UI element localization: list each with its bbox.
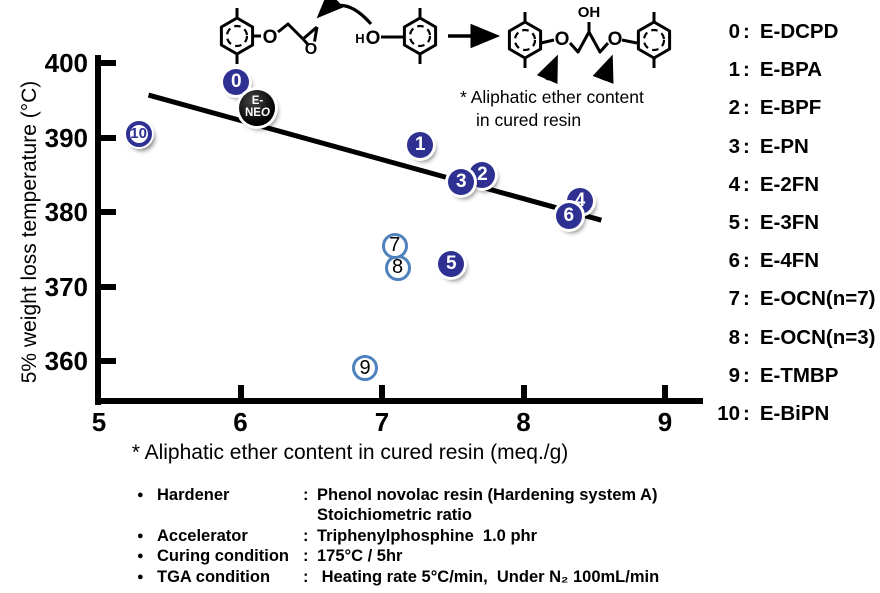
legend-item-1: 1: E-BPA (728, 58, 823, 82)
ether-o-label: O (263, 27, 278, 48)
phenol-o-label: O (366, 28, 381, 49)
data-point-5: 5 (438, 251, 465, 278)
y-tick-label-360: 360 (44, 346, 88, 376)
y-tick-label-370: 370 (44, 271, 88, 302)
x-tick-label-6: 6 (233, 407, 248, 437)
bullet-icon: ● (137, 529, 144, 542)
product-right-benzene-ring-icon (636, 12, 672, 68)
bullet-icon: ● (137, 550, 144, 563)
x-tick-6 (237, 385, 244, 398)
legend-item-2: 2: E-BPF (728, 96, 822, 120)
legend-item-9: 9: E-TMBP (728, 363, 839, 387)
condition-value-tga: Heating rate 5°C/min, Under N₂ 100mL/min (317, 567, 660, 586)
aliphatic-ether-annotation: * Aliphatic ether content in cured resin (460, 86, 644, 132)
phenol-h-label: H (355, 31, 364, 46)
data-point-label: NEO (245, 106, 270, 119)
condition-label-hardener: Hardener (157, 486, 230, 504)
epoxide-o-label: O (305, 41, 317, 58)
condition-value-stoichiometric: Stoichiometric ratio (317, 506, 472, 525)
condition-label-curing: Curing condition (157, 547, 289, 566)
annotation-line-2: in cured resin (476, 110, 582, 130)
legend-item-4: 4: E-2FN (728, 172, 820, 196)
product-left-benzene-ring-icon (507, 12, 543, 68)
y-tick-380 (101, 209, 116, 215)
legend-item-0: 0: E-DCPD (728, 20, 839, 44)
ether-pointer-arrow-2 (592, 54, 614, 84)
x-tick-label-8: 8 (516, 407, 531, 437)
y-tick-360 (101, 358, 116, 364)
x-tick-9 (662, 385, 668, 398)
product-glycerol-chain (568, 22, 610, 54)
glycidyl-epoxide-structure (277, 22, 319, 46)
legend-item-7: 7: E-OCN(n=7) (728, 287, 876, 311)
y-tick-400 (101, 60, 116, 66)
trend-line (147, 92, 602, 223)
reaction-scheme: O O H O OH O O (219, 0, 672, 85)
x-axis-line (95, 398, 703, 404)
conditions-list: ● Hardener : Phenol novolac resin (Harde… (137, 486, 660, 586)
data-point-7: 7 (381, 232, 408, 259)
data-point-3: 3 (448, 169, 475, 196)
bullet-icon: ● (137, 570, 144, 583)
y-tick-390 (101, 134, 116, 141)
data-point-10: 10 (125, 120, 152, 147)
condition-label-accelerator: Accelerator (157, 526, 248, 545)
product-oh-label: OH (578, 4, 601, 21)
data-point-8: 8 (384, 254, 411, 281)
data-point-label: E- (251, 95, 264, 108)
y-tick-label-400: 400 (44, 48, 88, 78)
legend-item-3: 3: E-PN (728, 134, 809, 158)
x-tick-label-5: 5 (91, 407, 107, 437)
data-point-E-NEO: E- NEO (239, 89, 276, 126)
legend-item-5: 5: E-3FN (728, 211, 820, 235)
x-tick-label-9: 9 (657, 407, 673, 437)
condition-value-hardener: Phenol novolac resin (Hardening system A… (317, 486, 658, 504)
x-axis-title: * Aliphatic ether content in cured resin… (131, 441, 569, 464)
data-point-6: 6 (555, 202, 582, 229)
bullet-icon: ● (137, 489, 144, 501)
x-tick-7 (379, 385, 385, 398)
legend-item-8: 8: E-OCN(n=3) (728, 325, 876, 349)
data-point-1: 1 (407, 131, 434, 158)
product-o1-label: O (555, 29, 570, 50)
epoxy-resin-benzene-ring-icon (219, 8, 255, 64)
condition-label-tga: TGA condition (157, 567, 271, 586)
y-tick-label-380: 380 (44, 197, 88, 227)
phenol-benzene-ring-icon (402, 8, 438, 64)
legend: 0: E-DCPD 1: E-BPA 2: E-BPF 3: E-PN 4: E-2FN … (712, 13, 875, 433)
annotation-line-1: * Aliphatic ether content (460, 87, 644, 107)
data-point-0: 0 (223, 68, 250, 95)
x-tick-8 (520, 385, 527, 398)
product-o2-label: O (608, 29, 623, 50)
condition-value-accelerator: Triphenylphosphine 1.0 phr (317, 526, 538, 545)
ether-pointer-arrow-1 (536, 54, 558, 85)
y-axis-line (95, 55, 101, 405)
y-tick-370 (101, 283, 116, 290)
y-tick-label-390: 390 (44, 122, 88, 153)
legend-item-6: 6: E-4FN (728, 249, 820, 273)
attack-arrow (316, 0, 373, 26)
data-point-9: 9 (352, 355, 379, 382)
legend-item-10: 10: E-BiPN (717, 401, 830, 425)
x-tick-label-7: 7 (374, 407, 390, 437)
condition-value-curing: 175°C / 5hr (317, 547, 403, 566)
